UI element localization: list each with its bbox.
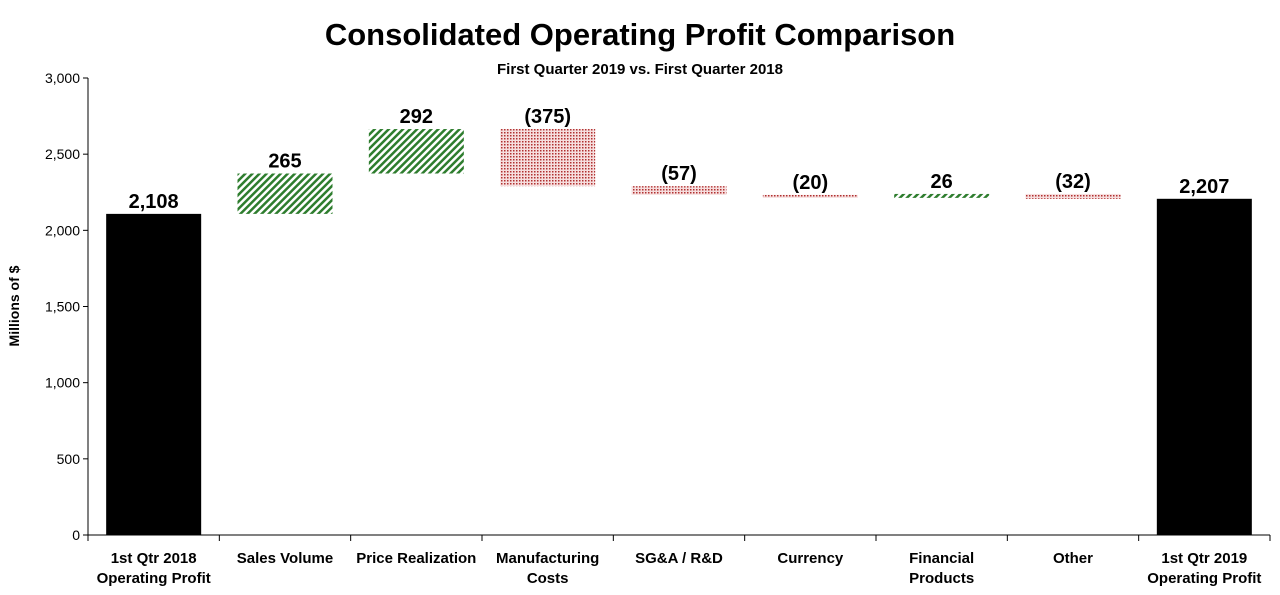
data-label: (32) <box>1055 171 1091 193</box>
chart-title: Consolidated Operating Profit Comparison <box>325 17 955 52</box>
y-axis-label: Millions of $ <box>6 265 22 346</box>
bar <box>237 173 333 214</box>
x-category-label: 1st Qtr 2018 <box>111 550 197 567</box>
data-label: 292 <box>400 106 433 128</box>
x-category-label: Products <box>909 570 974 587</box>
y-tick-label: 1,000 <box>45 375 80 391</box>
bar <box>500 129 596 187</box>
x-category-label: Other <box>1053 550 1093 567</box>
y-tick-label: 3,000 <box>45 70 80 86</box>
bar <box>631 186 727 195</box>
data-label: (57) <box>661 163 697 185</box>
x-category-label: Operating Profit <box>1147 570 1261 587</box>
y-tick-label: 500 <box>57 451 81 467</box>
bar <box>106 213 202 535</box>
y-tick-label: 1,500 <box>45 299 80 315</box>
bar <box>762 194 858 198</box>
data-label: 2,108 <box>129 191 179 213</box>
x-category-label: SG&A / R&D <box>635 550 723 567</box>
x-category-label: Currency <box>777 550 844 567</box>
chart-subtitle: First Quarter 2019 vs. First Quarter 201… <box>497 61 783 78</box>
x-category-label: Sales Volume <box>237 550 333 567</box>
data-label: 2,207 <box>1179 176 1229 198</box>
y-tick-label: 2,500 <box>45 146 80 162</box>
bar <box>1025 193 1121 199</box>
bar <box>368 129 464 174</box>
data-label: 26 <box>931 171 953 193</box>
data-label: (20) <box>793 172 829 194</box>
y-tick-label: 0 <box>72 527 80 543</box>
data-label: (375) <box>524 106 571 128</box>
bar <box>1156 198 1252 535</box>
x-category-label: Costs <box>527 570 569 587</box>
x-category-label: Manufacturing <box>496 550 599 567</box>
x-category-label: Price Realization <box>356 550 476 567</box>
bar <box>894 193 990 198</box>
x-category-label: Financial <box>909 550 974 567</box>
x-category-label: 1st Qtr 2019 <box>1161 550 1247 567</box>
x-category-label: Operating Profit <box>97 570 211 587</box>
data-label: 265 <box>268 151 301 173</box>
y-tick-label: 2,000 <box>45 222 80 238</box>
